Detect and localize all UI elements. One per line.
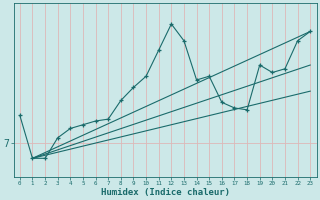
X-axis label: Humidex (Indice chaleur): Humidex (Indice chaleur): [100, 188, 229, 197]
